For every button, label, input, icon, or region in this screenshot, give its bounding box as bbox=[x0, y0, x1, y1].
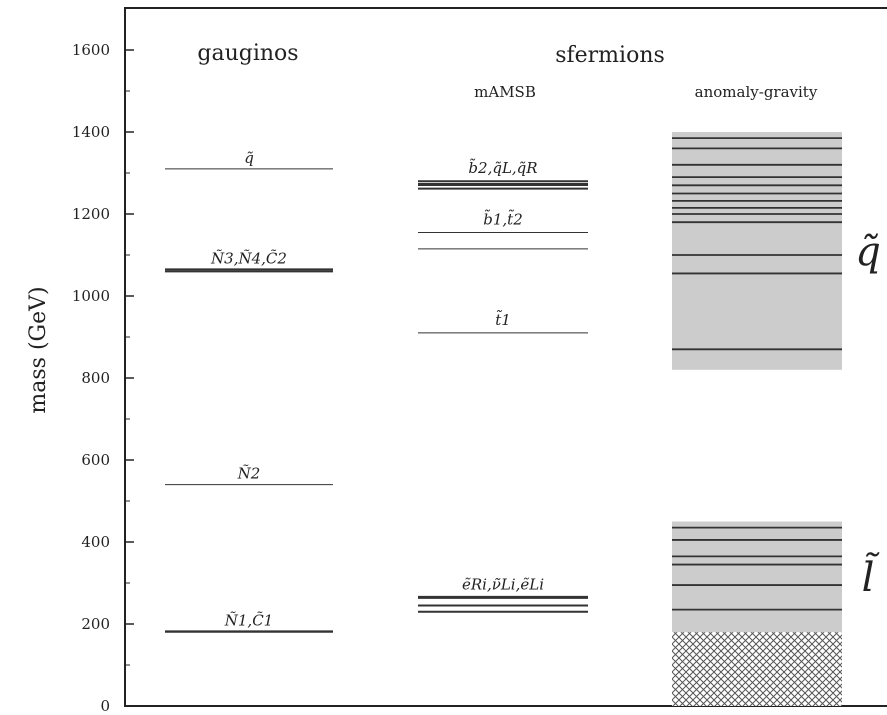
y-tick-label: 1200 bbox=[72, 205, 110, 223]
y-axis-label: mass (GeV) bbox=[26, 286, 51, 413]
y-tick-label: 400 bbox=[81, 533, 110, 551]
excluded-hatch-region bbox=[672, 632, 842, 706]
gauginos-header: gauginos bbox=[197, 41, 298, 66]
band-label: l̃ bbox=[862, 552, 881, 601]
y-tick-label: 1600 bbox=[72, 41, 110, 59]
mamsb-subheader: mAMSB bbox=[474, 83, 536, 101]
y-tick-label: 1400 bbox=[72, 123, 110, 141]
y-tick-label: 600 bbox=[81, 451, 110, 469]
gaugino-level-label: q̃ bbox=[244, 149, 254, 167]
y-tick-label: 1000 bbox=[72, 287, 110, 305]
plot-layer: 0 200 400 600 800 1000 1200 1400 1600 q̃ Ñ3,Ñ4,C̃2… bbox=[72, 7, 887, 715]
band-label: q̃ bbox=[855, 229, 881, 275]
sfermions-header: sfermions bbox=[555, 43, 665, 68]
y-tick-label: 200 bbox=[81, 615, 110, 633]
anomaly-gravity-subheader: anomaly-gravity bbox=[695, 83, 818, 101]
gaugino-level-label: Ñ2 bbox=[237, 465, 261, 483]
y-tick-label: 0 bbox=[100, 697, 110, 715]
mamsb-level-label: ẽRi,ν̃Li,ẽLi bbox=[462, 575, 544, 593]
mamsb-level-label: t̃1 bbox=[495, 310, 511, 329]
anomaly-gravity-band bbox=[672, 521, 842, 633]
gaugino-level-label: Ñ3,Ñ4,C̃2 bbox=[210, 249, 287, 267]
mamsb-level-label: b̃2,q̃L,q̃R bbox=[468, 158, 537, 177]
gaugino-level-label: Ñ1,C̃1 bbox=[224, 611, 273, 629]
anomaly-gravity-band bbox=[672, 132, 842, 370]
plot-frame bbox=[124, 7, 887, 707]
y-tick-label: 800 bbox=[81, 369, 110, 387]
mamsb-level-label: b̃1,t̃2 bbox=[483, 209, 523, 228]
